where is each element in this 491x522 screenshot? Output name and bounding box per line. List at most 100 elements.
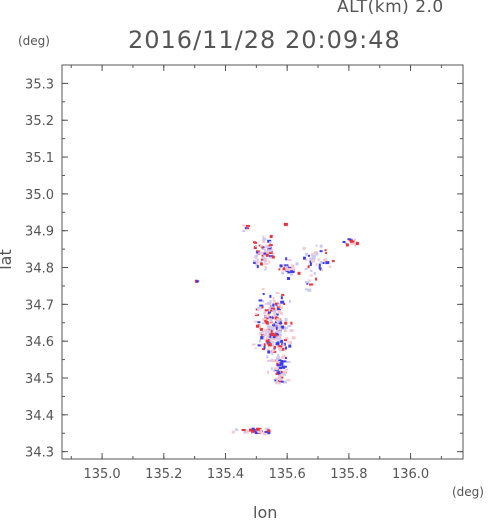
echo-cell — [196, 280, 200, 283]
echo-cell — [271, 255, 275, 259]
echo-cell — [269, 244, 273, 246]
echo-cell — [262, 237, 267, 241]
echo-cell — [262, 293, 265, 295]
echo-cell — [269, 319, 273, 322]
echo-cell — [246, 430, 249, 434]
echo-cell — [267, 350, 271, 354]
echo-cell — [256, 258, 259, 261]
echo-cell — [254, 241, 258, 244]
echo-cell — [281, 371, 284, 373]
echo-cell — [281, 347, 285, 351]
echo-cell — [266, 329, 271, 333]
echo-cell — [245, 224, 250, 227]
echo-cell — [310, 270, 313, 272]
echo-cell — [279, 362, 284, 366]
echo-cell — [267, 348, 271, 351]
echo-cell — [277, 335, 282, 339]
echo-cell — [258, 429, 262, 431]
echo-cell — [270, 330, 273, 334]
echo-cell — [282, 354, 286, 357]
echo-cell — [271, 352, 274, 356]
echo-cell — [262, 348, 265, 351]
echo-cell — [318, 263, 321, 267]
echo-cell — [277, 371, 281, 375]
echo-cell — [273, 369, 276, 373]
echo-cell — [290, 321, 293, 325]
echo-cell — [269, 235, 273, 238]
echo-cell — [309, 264, 312, 266]
echo-cell — [290, 267, 295, 271]
x-axis-label: lon — [253, 503, 278, 522]
plot-frame — [61, 64, 464, 460]
echo-cell — [258, 244, 261, 247]
echo-cell — [281, 356, 286, 360]
echo-cell — [267, 359, 270, 362]
echo-cell — [276, 338, 281, 341]
echo-cell — [265, 429, 268, 432]
echo-cell — [260, 336, 264, 340]
echo-cell — [282, 370, 287, 374]
echo-cell — [279, 264, 283, 268]
echo-cell — [263, 345, 266, 349]
echo-cell — [291, 265, 295, 268]
echo-cell — [274, 308, 279, 312]
echo-cell — [278, 367, 282, 369]
echo-cell — [324, 249, 327, 252]
echo-cell — [244, 429, 248, 432]
echo-cell — [264, 262, 269, 265]
echo-cell — [284, 264, 287, 267]
echo-cell — [324, 258, 328, 262]
echo-cell — [270, 309, 273, 312]
echo-cell — [286, 327, 289, 330]
echo-cell — [276, 364, 281, 367]
echo-cell — [264, 266, 267, 270]
y-tick-label: 34.8 — [25, 262, 54, 277]
echo-cell — [270, 345, 275, 348]
echo-cell — [251, 427, 255, 430]
echo-cell — [277, 326, 281, 329]
echo-cell — [279, 321, 282, 325]
echo-cell — [276, 320, 281, 324]
echo-cell — [321, 262, 325, 264]
echo-cell — [271, 360, 276, 363]
echo-cell — [269, 241, 271, 245]
echo-cell — [342, 241, 346, 243]
echo-cell — [302, 247, 306, 250]
echo-cell — [281, 373, 284, 377]
echo-cell — [279, 306, 283, 310]
echo-cell — [280, 325, 285, 329]
echo-cell — [274, 377, 278, 380]
echo-cell — [350, 240, 355, 243]
echo-cell — [331, 260, 335, 263]
echo-cell — [245, 227, 250, 230]
echo-cell — [325, 252, 328, 255]
echo-cell — [268, 260, 271, 264]
echo-cell — [266, 355, 269, 359]
y-tick-label: 34.5 — [25, 372, 54, 387]
echo-cell — [287, 325, 292, 328]
echo-cell — [328, 265, 332, 268]
echo-cell — [254, 244, 257, 247]
echo-cell — [264, 318, 267, 320]
echo-cell — [309, 283, 314, 286]
echo-cell — [275, 292, 280, 294]
echo-cell — [272, 327, 274, 331]
echo-cell — [305, 281, 310, 284]
echo-cell — [269, 300, 272, 304]
echo-cell — [278, 368, 282, 372]
echo-cell — [303, 256, 306, 260]
echo-cell — [287, 277, 290, 280]
echo-cell — [265, 339, 270, 343]
echo-cell — [262, 235, 265, 238]
echo-cell — [259, 304, 264, 307]
echo-cell — [318, 266, 321, 270]
echo-cell — [259, 332, 263, 336]
echo-cell — [280, 339, 284, 343]
y-tick-label: 35.0 — [25, 188, 54, 203]
echo-cell — [262, 300, 265, 303]
echo-cell — [280, 296, 283, 300]
echo-cell — [283, 365, 287, 368]
echo-cell — [278, 310, 281, 313]
echo-cell — [282, 360, 287, 363]
echo-cell — [267, 429, 271, 433]
